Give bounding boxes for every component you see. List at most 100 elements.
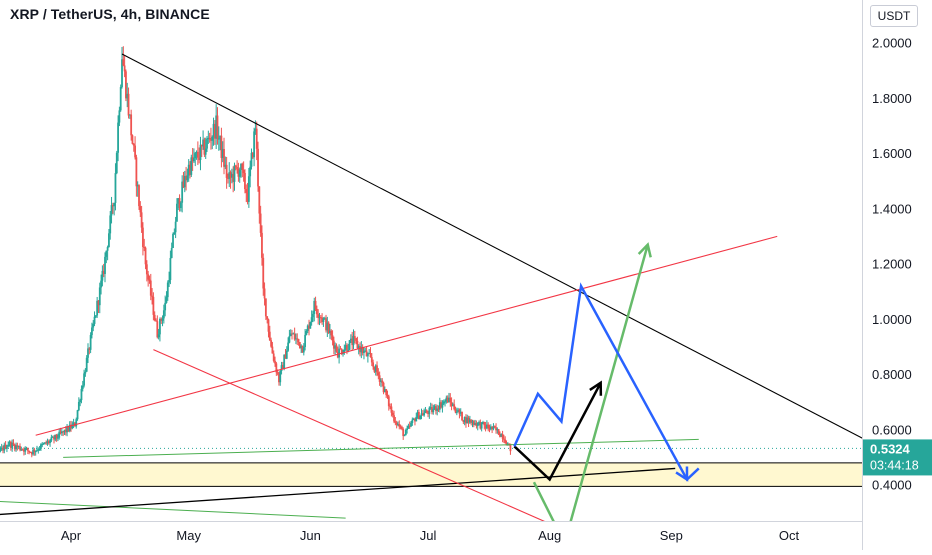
candle-body: [408, 425, 411, 427]
candle-body: [77, 401, 80, 411]
candle-body: [364, 350, 367, 352]
candle-body: [202, 139, 204, 147]
candle-body: [246, 192, 249, 202]
candle-body: [432, 409, 435, 413]
candle-body: [261, 232, 263, 258]
candle-body: [302, 347, 305, 353]
candle-body: [488, 428, 491, 430]
candle-body: [152, 296, 155, 315]
candle-body: [448, 397, 450, 403]
candle-body: [43, 442, 46, 444]
candle-body: [343, 349, 346, 353]
candle-body: [179, 202, 182, 208]
candle-body: [382, 382, 385, 393]
chart-title: XRP / TetherUS, 4h, BINANCE: [10, 6, 210, 22]
candle-body: [493, 426, 496, 428]
y-tick-label: 1.2000: [872, 257, 912, 272]
ascending-trendline: [35, 235, 778, 436]
candle-body: [369, 353, 372, 358]
x-tick-label: Aug: [538, 528, 561, 543]
candle-body: [308, 325, 310, 329]
candle-body: [198, 157, 201, 161]
candle-body: [93, 316, 96, 324]
candle-body: [177, 198, 180, 204]
candle-body: [134, 145, 136, 158]
candle-body: [33, 449, 36, 453]
candle-body: [21, 449, 24, 451]
candle-body: [496, 429, 499, 431]
lower-channel-line: [153, 349, 545, 521]
candle-body: [329, 330, 331, 333]
candle-body: [347, 349, 350, 351]
candle-body: [283, 354, 286, 369]
candle-body: [387, 396, 390, 407]
candle-body: [404, 429, 407, 436]
candle-body: [363, 351, 365, 353]
currency-button[interactable]: USDT: [870, 5, 918, 27]
candle-body: [50, 437, 53, 441]
candle-body: [482, 422, 484, 424]
candle-body: [230, 173, 233, 178]
candle-body: [250, 152, 253, 167]
candle-body: [8, 441, 11, 445]
candle-body: [373, 366, 376, 372]
candle-body: [83, 373, 85, 386]
candle-body: [68, 424, 71, 432]
candle-body: [67, 426, 70, 432]
candle-body: [351, 338, 354, 346]
candle-body: [474, 423, 477, 425]
candle-body: [356, 340, 359, 349]
candle-body: [349, 338, 352, 341]
candle-body: [342, 352, 344, 354]
candle-body: [263, 288, 266, 299]
candle-body: [135, 157, 138, 187]
candle-body: [295, 338, 297, 340]
candle-body: [423, 412, 426, 416]
candle-body: [431, 407, 433, 413]
candle-body: [148, 279, 151, 281]
candle-body: [139, 206, 142, 213]
candle-body: [92, 323, 95, 328]
candle-body: [419, 415, 422, 420]
candle-body: [114, 173, 117, 203]
candle-body: [55, 434, 58, 438]
candle-body: [182, 181, 185, 188]
candle-body: [206, 138, 208, 149]
candle-body: [194, 153, 197, 159]
candle-body: [296, 338, 299, 340]
candle-body: [374, 365, 377, 372]
candle-body: [211, 136, 214, 141]
candle-body: [313, 300, 316, 314]
candle-body: [502, 438, 505, 440]
candle-body: [247, 176, 250, 202]
candle-body: [366, 353, 369, 357]
candle-body: [398, 424, 401, 427]
candle-body: [441, 403, 444, 408]
candle-body: [81, 385, 84, 389]
candle-body: [232, 173, 235, 182]
candle-body: [121, 59, 123, 88]
candle-body: [227, 177, 229, 179]
candle-body: [402, 428, 405, 436]
candle-body: [249, 166, 252, 177]
candle-body: [344, 345, 347, 350]
candle-body: [318, 317, 321, 319]
candle-body: [217, 138, 220, 140]
candle-body: [300, 345, 303, 349]
candle-body: [330, 330, 333, 336]
candle-body: [476, 422, 479, 427]
candle-body: [71, 424, 74, 429]
candle-body: [416, 412, 419, 417]
candle-body: [425, 410, 428, 413]
candle-body: [51, 436, 54, 438]
candle-body: [76, 410, 79, 420]
candle-body: [219, 135, 221, 139]
candle-body: [391, 412, 394, 416]
candle-body: [37, 449, 40, 451]
candle-body: [281, 365, 284, 369]
candle-body: [210, 139, 212, 141]
candle-body: [185, 175, 187, 181]
candle-body: [57, 437, 59, 439]
